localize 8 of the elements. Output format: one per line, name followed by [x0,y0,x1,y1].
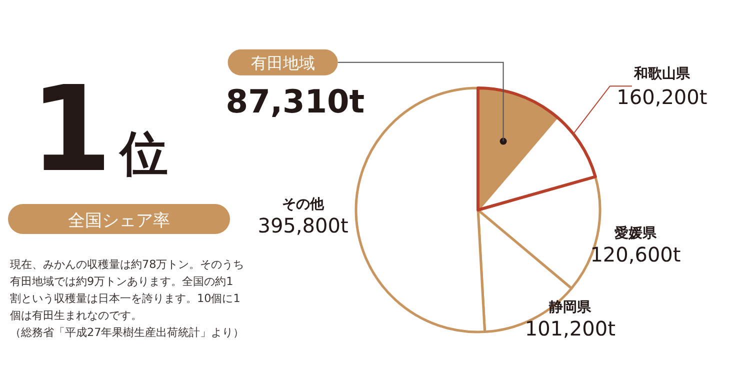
annotation: 有田地域では約9万トンあります。全国の約1 [10,275,234,288]
annotation: 現在、みかんの収穫量は約78万トン。そのうち [10,258,244,271]
annotation: 割という収穫量は日本一を誇ります。10個に1 [10,292,240,305]
annotation: 個は有田生まれなのです。 [10,309,142,322]
annotation: （総務省「平成27年果樹生産出荷統計」より） [10,326,244,339]
annotation: 160,200t [616,85,708,110]
annotation: 和歌山県 [634,66,690,82]
subtitle: 全国シェア率 [68,211,170,231]
